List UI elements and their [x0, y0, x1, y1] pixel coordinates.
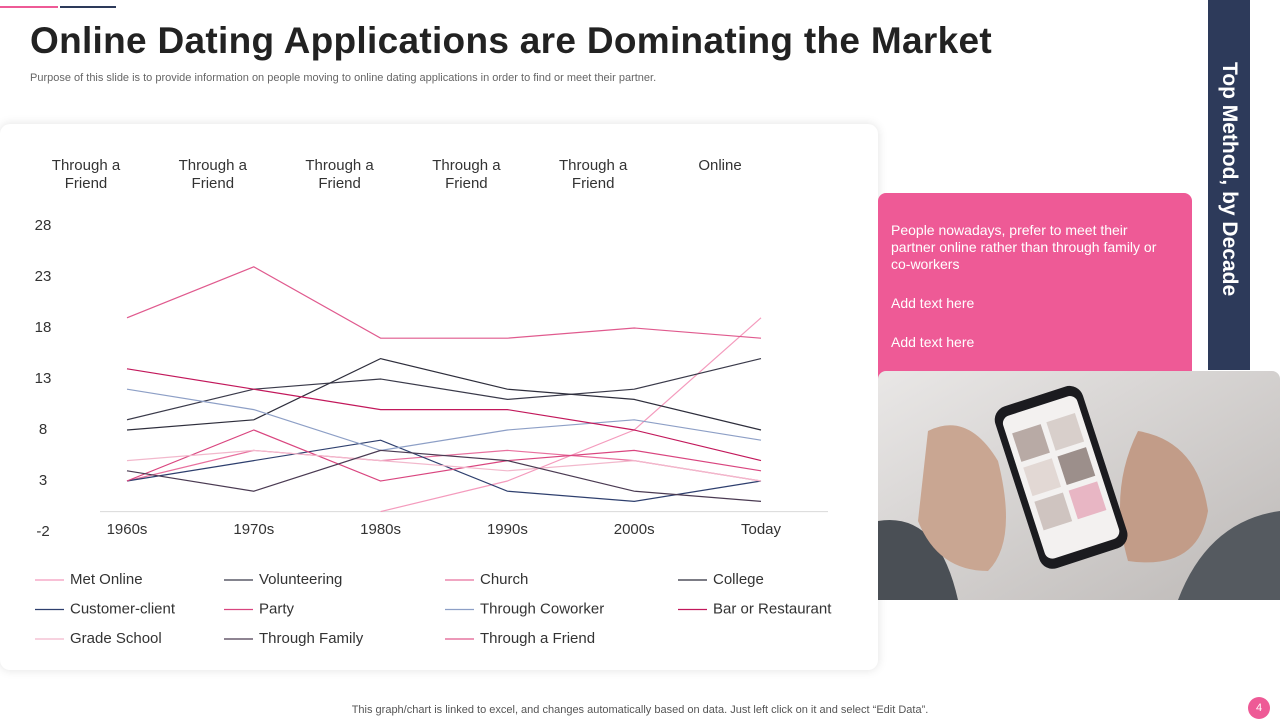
x-tick-label: 1990s — [487, 521, 528, 538]
series-line — [126, 429, 762, 482]
title: Online Dating Applications are Dominatin… — [30, 20, 992, 61]
side-bar — [1208, 0, 1250, 370]
legend-label: Bar or Restaurant — [713, 600, 832, 617]
chart: -2 3 8 13 18 23 28 1960s 1970s 1980s 1990s 2000s Tod… — [35, 157, 833, 647]
series-line — [126, 358, 762, 421]
callout-text: People nowadays, prefer to meet their pa… — [891, 222, 1157, 272]
series-line — [380, 317, 762, 513]
callout-text: Add text here — [891, 334, 975, 350]
accent-bar — [0, 6, 58, 8]
series-line — [126, 388, 762, 452]
legend-label: Met Online — [70, 571, 143, 588]
x-tick-label: Today — [741, 521, 782, 538]
series-line — [126, 357, 762, 431]
x-tick-label: 1980s — [360, 521, 401, 538]
legend-label: Grade School — [70, 630, 162, 647]
y-tick-label: -2 — [36, 523, 49, 540]
x-tick-label: 1960s — [107, 521, 148, 538]
annotation: Online — [698, 157, 741, 174]
accent-bar — [60, 6, 116, 8]
series-line — [126, 368, 762, 462]
annotation: Through a Friend — [305, 157, 374, 192]
footer: This graph/chart is linked to excel, and… — [351, 704, 929, 716]
page-number: 4 — [1248, 697, 1270, 719]
legend-label: Through a Friend — [480, 630, 595, 647]
annotation: Through a Friend — [559, 157, 628, 192]
legend-label: Customer-client — [70, 600, 176, 617]
annotation: Through a Friend — [432, 157, 501, 192]
y-tick-label: 13 — [35, 370, 52, 387]
legend-label: College — [713, 571, 764, 588]
callout: People nowadays, prefer to meet their pa… — [878, 193, 1192, 383]
y-tick-label: 3 — [39, 472, 47, 489]
legend-label: Volunteering — [259, 571, 342, 588]
series-line — [126, 449, 762, 482]
annotation: Through a Friend — [179, 157, 248, 192]
legend-label: Through Family — [259, 630, 364, 647]
legend-label: Party — [259, 600, 295, 617]
callout-text: Add text here — [891, 295, 975, 311]
series-line — [126, 266, 762, 339]
chart-card — [0, 124, 878, 670]
legend-label: Through Coworker — [480, 600, 604, 617]
legend-label: Church — [480, 571, 528, 588]
annotation: Through a Friend — [52, 157, 121, 192]
subtitle: Purpose of this slide is to provide info… — [30, 72, 657, 84]
y-tick-label: 8 — [39, 421, 47, 438]
y-tick-label: 28 — [35, 217, 52, 234]
y-tick-label: 23 — [35, 268, 52, 285]
x-tick-label: 1970s — [233, 521, 274, 538]
series-line — [126, 449, 762, 502]
side-label: Top Method, by Decade — [1218, 62, 1241, 297]
y-tick-label: 18 — [35, 319, 52, 336]
photo — [878, 371, 1280, 600]
x-tick-label: 2000s — [614, 521, 655, 538]
